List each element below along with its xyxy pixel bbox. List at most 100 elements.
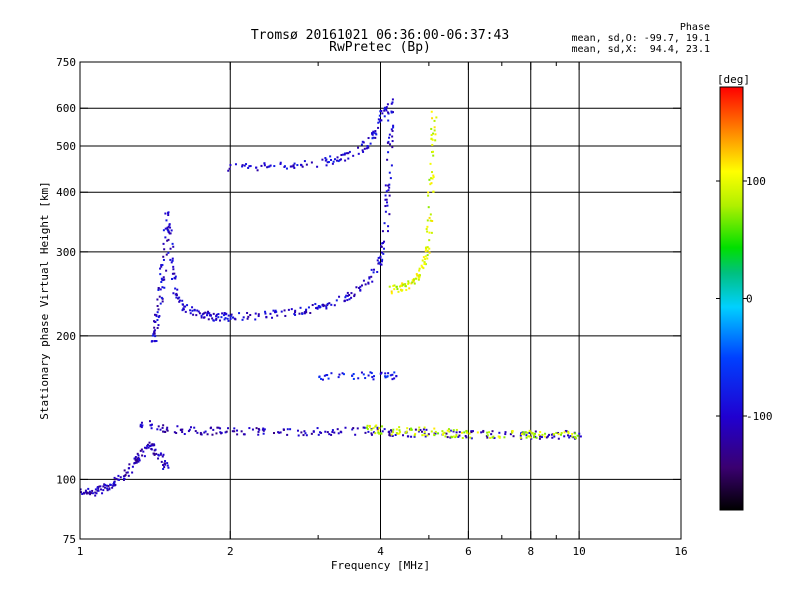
- data-point: [402, 434, 405, 437]
- data-point: [158, 295, 161, 298]
- data-point: [423, 432, 426, 435]
- data-point: [458, 431, 461, 434]
- data-point: [112, 484, 115, 487]
- data-point: [373, 375, 376, 378]
- data-point: [437, 432, 440, 435]
- data-point: [314, 302, 317, 305]
- data-point: [390, 111, 393, 114]
- data-point: [362, 279, 365, 282]
- data-point: [151, 443, 154, 446]
- data-point: [322, 303, 325, 306]
- data-point: [113, 480, 116, 483]
- data-point: [455, 431, 458, 434]
- phase-o-stats: mean, sd,O: -99.7, 19.1: [571, 33, 710, 44]
- data-point: [470, 437, 473, 440]
- data-point: [377, 121, 380, 124]
- data-point: [81, 492, 84, 495]
- data-point: [224, 317, 227, 320]
- data-point: [161, 426, 164, 429]
- data-point: [534, 430, 537, 433]
- data-point: [414, 277, 417, 280]
- data-point: [351, 374, 354, 377]
- data-point: [151, 334, 154, 337]
- data-point: [242, 316, 245, 319]
- data-point: [257, 430, 260, 433]
- data-point: [338, 373, 341, 376]
- data-point: [155, 452, 158, 455]
- data-point: [339, 158, 342, 161]
- data-point: [414, 432, 417, 435]
- data-point: [219, 427, 222, 430]
- data-point: [336, 428, 339, 431]
- data-point: [365, 147, 368, 150]
- data-point: [165, 269, 168, 272]
- data-point: [188, 428, 191, 431]
- data-point: [236, 429, 239, 432]
- data-point: [223, 318, 226, 321]
- data-point: [150, 447, 153, 450]
- data-point: [192, 313, 195, 316]
- data-point: [567, 432, 570, 435]
- data-point: [273, 165, 276, 168]
- data-point: [521, 433, 524, 436]
- data-point: [397, 290, 400, 293]
- data-point: [123, 477, 126, 480]
- data-point: [398, 432, 401, 435]
- data-point: [241, 164, 244, 167]
- data-point: [361, 140, 364, 143]
- data-point: [424, 258, 427, 261]
- data-point: [325, 164, 328, 167]
- data-point: [398, 429, 401, 432]
- data-point: [175, 432, 178, 435]
- data-point: [86, 491, 89, 494]
- data-point: [465, 436, 468, 439]
- data-point: [266, 166, 269, 169]
- data-point: [573, 435, 576, 438]
- data-point: [297, 434, 300, 437]
- data-point: [178, 299, 181, 302]
- data-point: [84, 489, 87, 492]
- data-point: [538, 433, 541, 436]
- data-point: [104, 484, 107, 487]
- data-point: [530, 437, 533, 440]
- data-point: [202, 316, 205, 319]
- data-point: [159, 302, 162, 305]
- data-point: [420, 430, 423, 433]
- data-point: [452, 430, 455, 433]
- data-point: [413, 434, 416, 437]
- data-point: [305, 163, 308, 166]
- data-point: [140, 421, 143, 424]
- data-point: [159, 452, 162, 455]
- data-point: [326, 161, 329, 164]
- data-point: [392, 126, 395, 129]
- data-point: [434, 430, 437, 433]
- data-point: [476, 431, 479, 434]
- data-point: [564, 429, 567, 432]
- data-point: [431, 177, 434, 180]
- data-point: [157, 425, 160, 428]
- data-point: [305, 434, 308, 437]
- data-point: [171, 259, 174, 262]
- data-point: [428, 231, 431, 234]
- data-point: [370, 432, 373, 435]
- data-point: [135, 460, 138, 463]
- data-point: [427, 433, 430, 436]
- data-point: [107, 484, 110, 487]
- y-tick-label: 400: [56, 186, 76, 199]
- data-point: [300, 431, 303, 434]
- data-point: [160, 265, 163, 268]
- data-point: [315, 307, 318, 310]
- data-point: [391, 98, 394, 101]
- data-point: [200, 316, 203, 319]
- data-point: [217, 316, 220, 319]
- data-point: [169, 247, 172, 250]
- data-point: [119, 476, 122, 479]
- data-point: [165, 219, 168, 222]
- data-point: [164, 460, 167, 463]
- data-point: [215, 318, 218, 321]
- data-point: [378, 427, 381, 430]
- data-point: [426, 434, 429, 437]
- data-point: [413, 435, 416, 438]
- data-point: [486, 434, 489, 437]
- data-point: [139, 449, 142, 452]
